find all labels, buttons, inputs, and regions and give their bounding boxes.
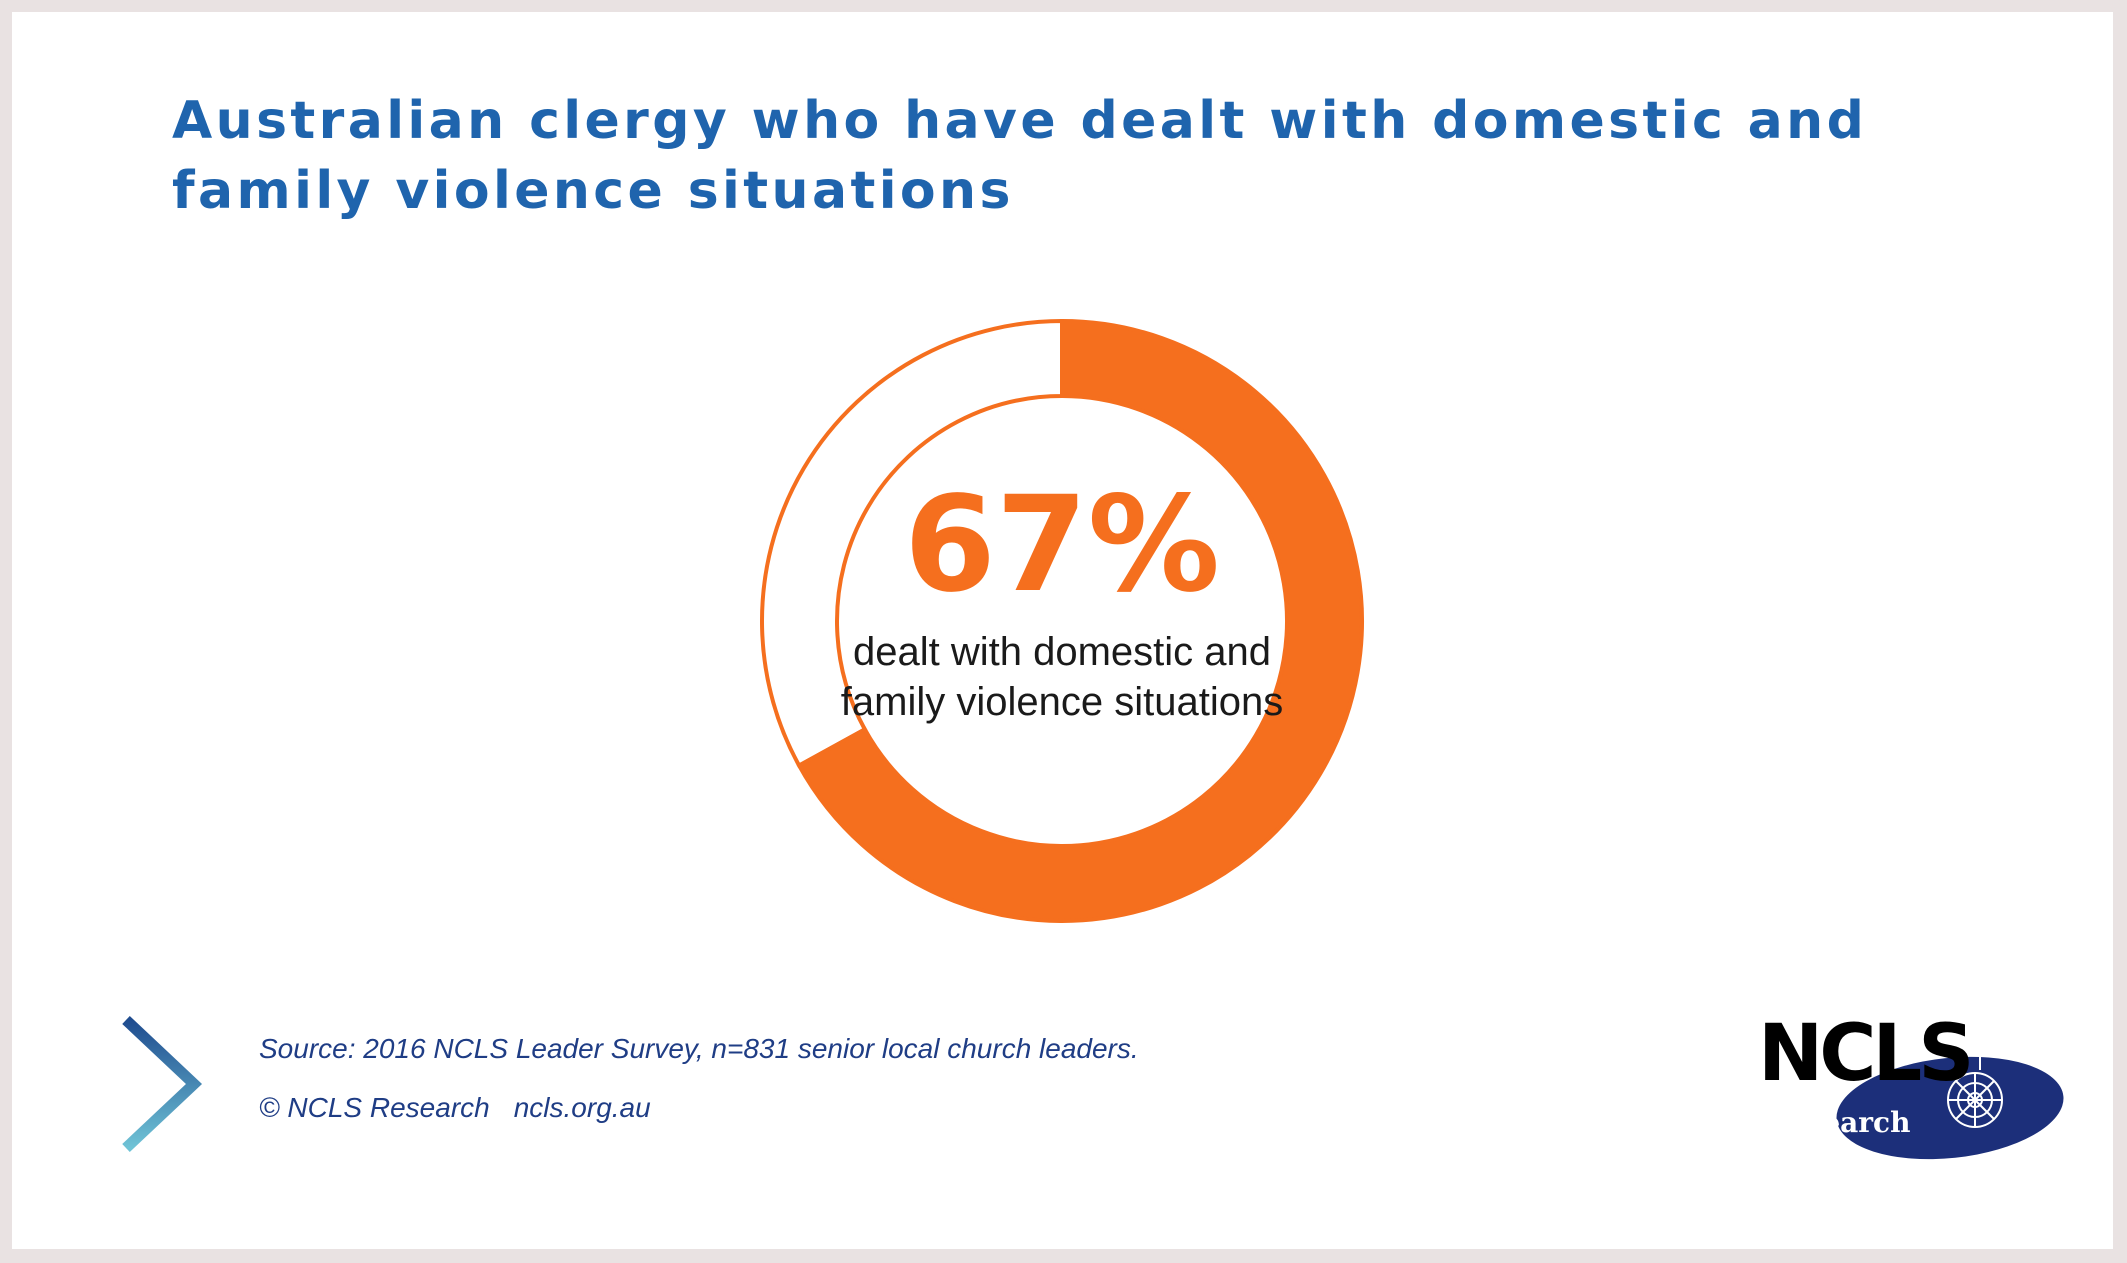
infographic-card [12, 12, 2113, 1249]
center-percentage: 67% [904, 468, 1220, 622]
source-note: Source: 2016 NCLS Leader Survey, n=831 s… [259, 1033, 1139, 1064]
chevron-right-icon [122, 1015, 203, 1153]
svg-text:research: research [1774, 1106, 1910, 1139]
svg-text:NCLS: NCLS [1758, 1010, 1970, 1099]
website-text: ncls.org.au [513, 1092, 651, 1123]
chart-title: Australian clergy who have dealt with do… [172, 91, 1868, 221]
donut-chart [760, 318, 1364, 923]
copyright-line: © NCLS Research ncls.org.au [259, 1089, 651, 1127]
center-caption: dealt with domestic and family violence … [840, 630, 1284, 724]
ncls-research-logo: NCLS research [1758, 1010, 2064, 1160]
donut-value-segment [796, 318, 1364, 923]
donut-remainder-segment [760, 318, 1064, 769]
copyright-text: © NCLS Research [259, 1092, 490, 1123]
compass-icon [1947, 1036, 2003, 1128]
